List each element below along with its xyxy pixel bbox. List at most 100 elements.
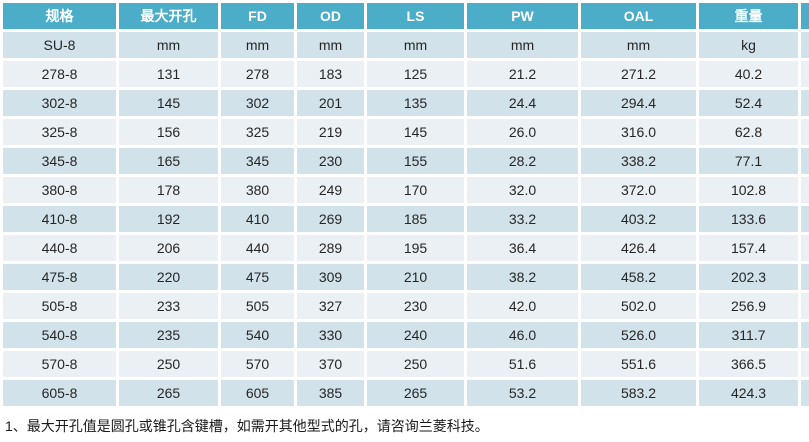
column-header-fd: FD — [221, 3, 294, 29]
table-cell: 294.4 — [581, 90, 696, 116]
table-cell: 570-8 — [3, 351, 116, 377]
table-cell: 410-8 — [3, 206, 116, 232]
table-cell: 302 — [221, 90, 294, 116]
table-cell: 250 — [119, 351, 218, 377]
table-cell: 230 — [367, 293, 464, 319]
table-cell: 210 — [367, 264, 464, 290]
table-cell-sliver — [801, 119, 809, 145]
table-cell: 33.2 — [467, 206, 578, 232]
table-cell: 265 — [119, 380, 218, 406]
table-cell: 380 — [221, 177, 294, 203]
table-cell: 102.8 — [699, 177, 798, 203]
table-cell: 410 — [221, 206, 294, 232]
table-cell: 219 — [297, 119, 364, 145]
table-row-units: SU-8 mm mm mm mm mm mm kg — [3, 32, 809, 58]
table-cell: 458.2 — [581, 264, 696, 290]
table-row: 278-8 131 278 183 125 21.2 271.2 40.2 — [3, 61, 809, 87]
table-cell: 240 — [367, 322, 464, 348]
table-cell: mm — [467, 32, 578, 58]
table-cell-sliver — [801, 177, 809, 203]
table-cell: 28.2 — [467, 148, 578, 174]
table-cell: 327 — [297, 293, 364, 319]
spec-table: 规格 最大开孔 FD OD LS PW OAL 重量 SU-8 mm mm mm mm m… — [3, 3, 809, 406]
table-cell: mm — [297, 32, 364, 58]
table-cell: 135 — [367, 90, 464, 116]
table-cell: 302-8 — [3, 90, 116, 116]
table-cell: SU-8 — [3, 32, 116, 58]
table-cell: 551.6 — [581, 351, 696, 377]
table-cell: 52.4 — [699, 90, 798, 116]
table-cell: 178 — [119, 177, 218, 203]
column-header-weight: 重量 — [699, 3, 798, 29]
table-row: 410-8 192 410 269 185 33.2 403.2 133.6 — [3, 206, 809, 232]
table-cell: 42.0 — [467, 293, 578, 319]
table-row: 570-8 250 570 370 250 51.6 551.6 366.5 — [3, 351, 809, 377]
table-cell: 583.2 — [581, 380, 696, 406]
table-cell: 202.3 — [699, 264, 798, 290]
table-cell: 206 — [119, 235, 218, 261]
table-cell: 380-8 — [3, 177, 116, 203]
table-cell: 605 — [221, 380, 294, 406]
table-cell: 403.2 — [581, 206, 696, 232]
table-cell-sliver — [801, 235, 809, 261]
header-row: 规格 最大开孔 FD OD LS PW OAL 重量 — [3, 3, 809, 29]
table-cell: 32.0 — [467, 177, 578, 203]
table-row: 605-8 265 605 385 265 53.2 583.2 424.3 — [3, 380, 809, 406]
table-cell: 21.2 — [467, 61, 578, 87]
table-cell: 265 — [367, 380, 464, 406]
table-cell: 24.4 — [467, 90, 578, 116]
table-row: 475-8 220 475 309 210 38.2 458.2 202.3 — [3, 264, 809, 290]
table-cell: mm — [581, 32, 696, 58]
table-cell: 475 — [221, 264, 294, 290]
table-cell: 269 — [297, 206, 364, 232]
table-cell: 230 — [297, 148, 364, 174]
column-header-pw: PW — [467, 3, 578, 29]
table-cell: 338.2 — [581, 148, 696, 174]
table-cell: 505-8 — [3, 293, 116, 319]
table-cell: 51.6 — [467, 351, 578, 377]
table-cell: 440-8 — [3, 235, 116, 261]
table-cell-sliver — [801, 32, 809, 58]
table-cell-sliver — [801, 322, 809, 348]
table-cell: 540 — [221, 322, 294, 348]
table-cell: 570 — [221, 351, 294, 377]
table-row: 380-8 178 380 249 170 32.0 372.0 102.8 — [3, 177, 809, 203]
table-cell: 156 — [119, 119, 218, 145]
table-cell: kg — [699, 32, 798, 58]
table-cell: 505 — [221, 293, 294, 319]
table-cell: 157.4 — [699, 235, 798, 261]
table-cell: 278-8 — [3, 61, 116, 87]
table-cell: 325-8 — [3, 119, 116, 145]
column-header-spec: 规格 — [3, 3, 116, 29]
table-cell: 424.3 — [699, 380, 798, 406]
table-cell: 185 — [367, 206, 464, 232]
table-cell: 170 — [367, 177, 464, 203]
table-cell: 249 — [297, 177, 364, 203]
table-cell: 131 — [119, 61, 218, 87]
table-row: 345-8 165 345 230 155 28.2 338.2 77.1 — [3, 148, 809, 174]
table-viewport: 规格 最大开孔 FD OD LS PW OAL 重量 SU-8 mm mm mm mm m… — [3, 3, 809, 406]
table-cell: 195 — [367, 235, 464, 261]
table-row: 302-8 145 302 201 135 24.4 294.4 52.4 — [3, 90, 809, 116]
table-cell: 385 — [297, 380, 364, 406]
table-row: 540-8 235 540 330 240 46.0 526.0 311.7 — [3, 322, 809, 348]
table-cell: mm — [119, 32, 218, 58]
table-row: 440-8 206 440 289 195 36.4 426.4 157.4 — [3, 235, 809, 261]
table-cell: 62.8 — [699, 119, 798, 145]
column-header-max-bore: 最大开孔 — [119, 3, 218, 29]
table-row: 325-8 156 325 219 145 26.0 316.0 62.8 — [3, 119, 809, 145]
table-cell: 271.2 — [581, 61, 696, 87]
table-cell: mm — [221, 32, 294, 58]
table-cell: 235 — [119, 322, 218, 348]
table-cell: 316.0 — [581, 119, 696, 145]
table-cell-sliver — [801, 206, 809, 232]
column-header-oal: OAL — [581, 3, 696, 29]
table-cell: 38.2 — [467, 264, 578, 290]
footnote: 1、最大开孔值是圆孔或锥孔含键槽，如需开其他型式的孔，请咨询兰菱科技。 — [5, 418, 489, 434]
table-cell-sliver — [801, 90, 809, 116]
table-cell: 40.2 — [699, 61, 798, 87]
table-cell: 53.2 — [467, 380, 578, 406]
table-cell: 426.4 — [581, 235, 696, 261]
table-cell: 250 — [367, 351, 464, 377]
